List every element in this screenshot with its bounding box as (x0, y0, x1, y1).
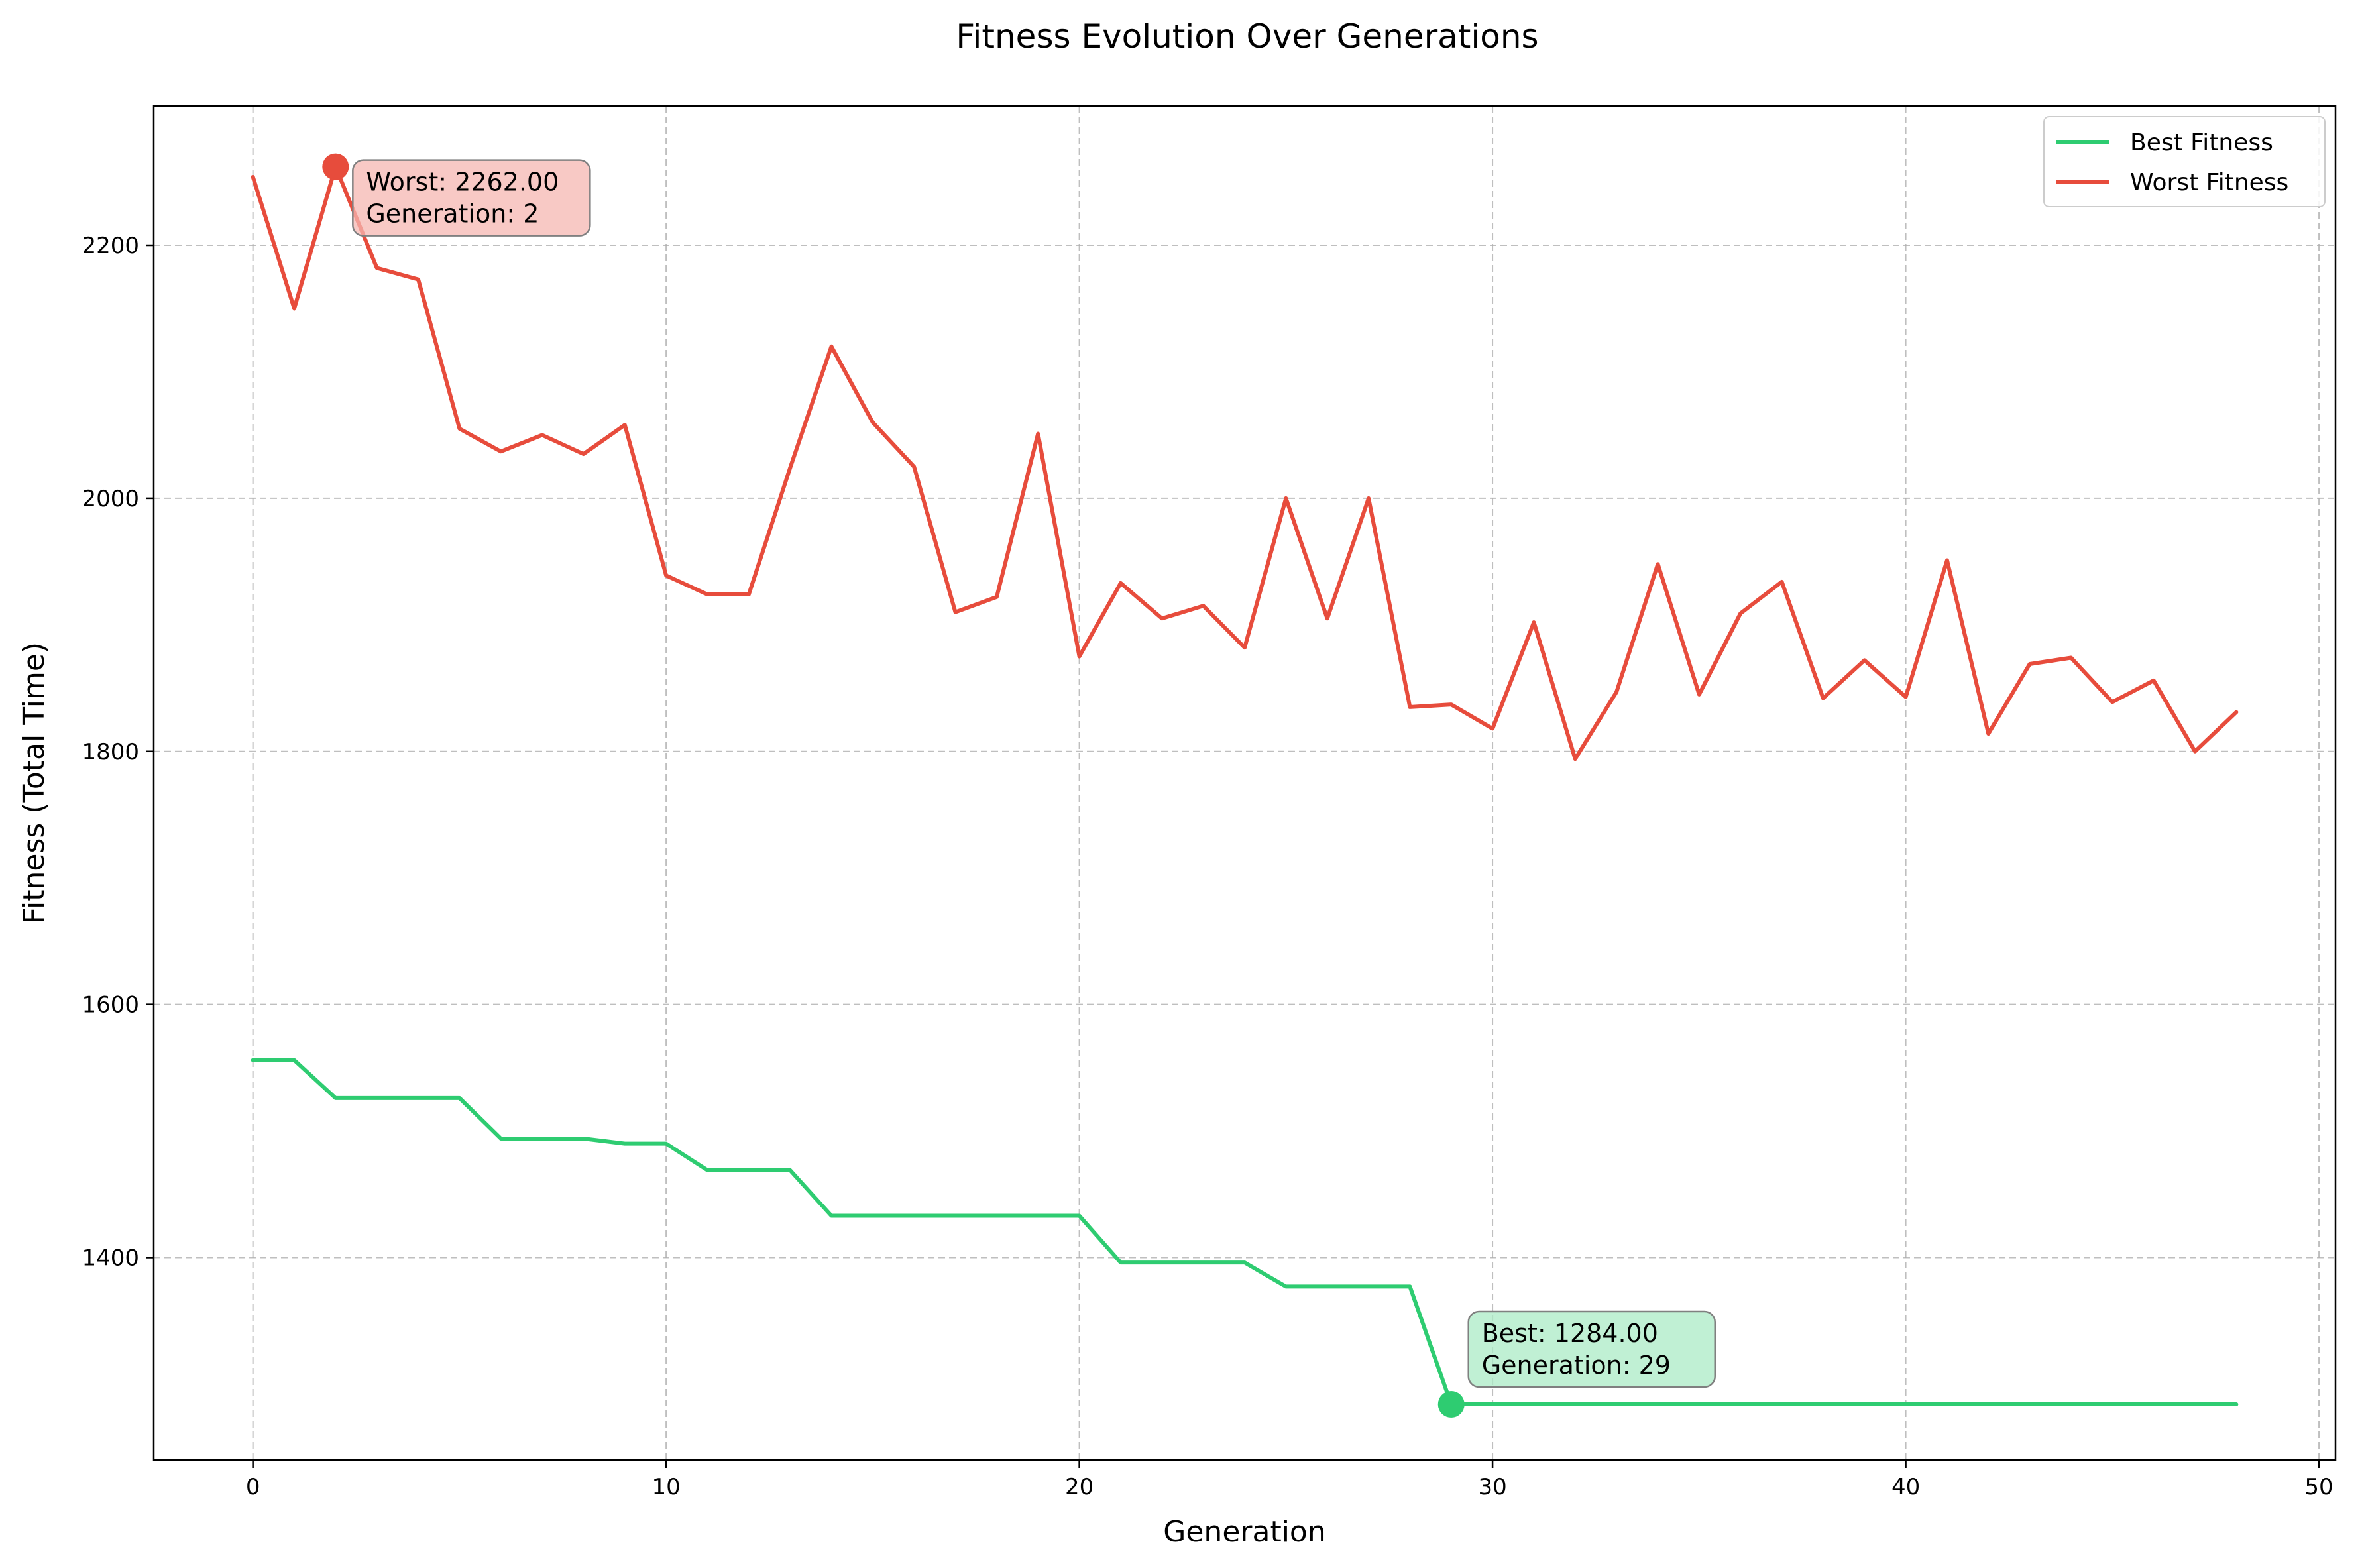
y-tick-label-2000: 2000 (82, 486, 139, 512)
annotation-line2-worst-fitness: Generation: 2 (366, 199, 539, 229)
annotation-marker-best-fitness (1437, 1390, 1465, 1418)
grid-lines (154, 106, 2335, 1460)
x-tick-label-20: 20 (1065, 1474, 1094, 1500)
x-tick-label-0: 0 (246, 1474, 260, 1500)
legend-label-worst-fitness: Worst Fitness (2130, 169, 2288, 196)
series-layer (251, 164, 2239, 1406)
y-axis-ticks: 1400 1600 1800 2000 2200 (82, 233, 154, 1272)
annotation-box-worst-fitness (352, 159, 591, 237)
x-axis-label: Generation (1163, 1515, 1325, 1549)
annotation-best-fitness: Best: 1284.00 Generation: 29 (1437, 1310, 1716, 1418)
plot-frame (152, 105, 2337, 1461)
x-axis-ticks: 0 10 20 30 40 50 (246, 1460, 2334, 1500)
annotation-line1-best-fitness: Best: 1284.00 (1482, 1319, 1658, 1348)
x-tick-label-40: 40 (1891, 1474, 1920, 1500)
annotation-marker-worst-fitness (322, 153, 349, 180)
annotation-box-best-fitness (1467, 1310, 1716, 1388)
annotation-line1-worst-fitness: Worst: 2262.00 (366, 168, 559, 197)
legend-label-best-fitness: Best Fitness (2130, 129, 2273, 156)
chart-title: Fitness Evolution Over Generations (956, 17, 1538, 56)
y-axis-label: Fitness (Total Time) (17, 642, 51, 924)
legend-box (2043, 116, 2326, 207)
annotation-line2-best-fitness: Generation: 29 (1482, 1351, 1671, 1380)
y-tick-label-1400: 1400 (82, 1245, 139, 1272)
legend: Best Fitness Worst Fitness (2043, 116, 2326, 207)
series-line-worst-fitness (251, 164, 2239, 761)
x-tick-label-30: 30 (1478, 1474, 1506, 1500)
y-tick-label-1600: 1600 (82, 992, 139, 1019)
series-line-best-fitness (251, 1058, 2239, 1406)
x-tick-label-10: 10 (651, 1474, 680, 1500)
x-tick-label-50: 50 (2304, 1474, 2333, 1500)
y-tick-label-2200: 2200 (82, 233, 139, 259)
y-tick-label-1800: 1800 (82, 739, 139, 765)
